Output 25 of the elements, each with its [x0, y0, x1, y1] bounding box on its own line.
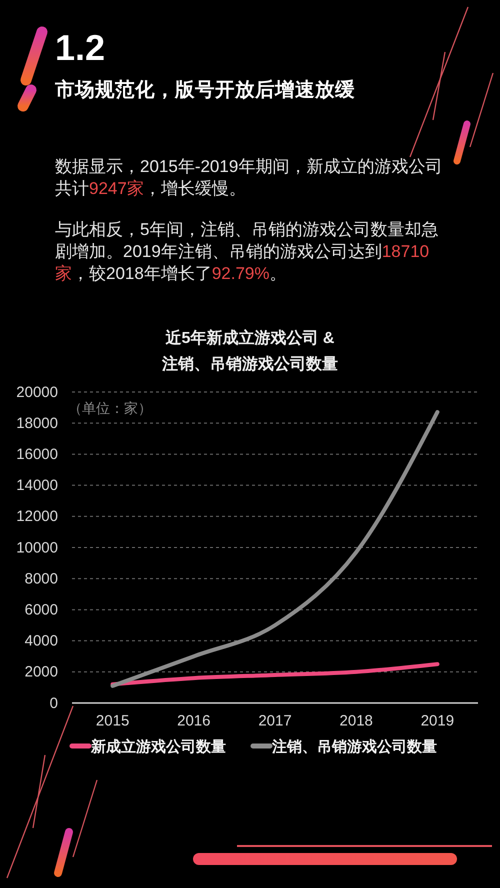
y-tick-label: 8000: [24, 570, 58, 588]
y-tick-label: 2000: [24, 664, 58, 681]
y-tick-label: 18000: [16, 414, 58, 432]
y-axis-title: （单位：家）: [68, 400, 152, 416]
text: 与此相反，5年间，注销、吊销的游戏公司数量却急剧增加。2019年注销、吊销的游戏公司达到18710家，较2018年增长了92.79%。: [55, 220, 438, 283]
text: 数据显示，2015年-2019年期间，新成立的游戏公司共计9247家，增长缓慢。: [55, 157, 442, 198]
x-tick-label: 2017: [258, 712, 292, 730]
x-tick-label: 2016: [177, 712, 210, 730]
y-tick-label: 4000: [24, 632, 58, 650]
x-tick-label: 2019: [420, 712, 454, 730]
legend-label: 新成立游戏公司数量: [90, 737, 226, 756]
y-tick-label: 0: [50, 694, 58, 712]
y-tick-label: 20000: [16, 384, 58, 401]
text: 市场规范化，版号开放后增速放缓: [55, 78, 355, 102]
x-tick-label: 2015: [96, 712, 130, 730]
y-tick-label: 10000: [16, 539, 58, 556]
x-tick-label: 2018: [340, 712, 373, 730]
y-tick-label: 16000: [16, 446, 58, 463]
text: 1.2: [55, 27, 106, 68]
legend-label: 注销、吊销游戏公司数量: [271, 737, 437, 756]
y-tick-label: 12000: [16, 508, 58, 526]
chart-title: 近5年新成立游戏公司 & 注销、吊销游戏公司数量: [161, 328, 339, 375]
line-series: [110, 662, 440, 686]
y-tick-label: 14000: [16, 477, 58, 494]
y-tick-label: 6000: [24, 602, 58, 618]
